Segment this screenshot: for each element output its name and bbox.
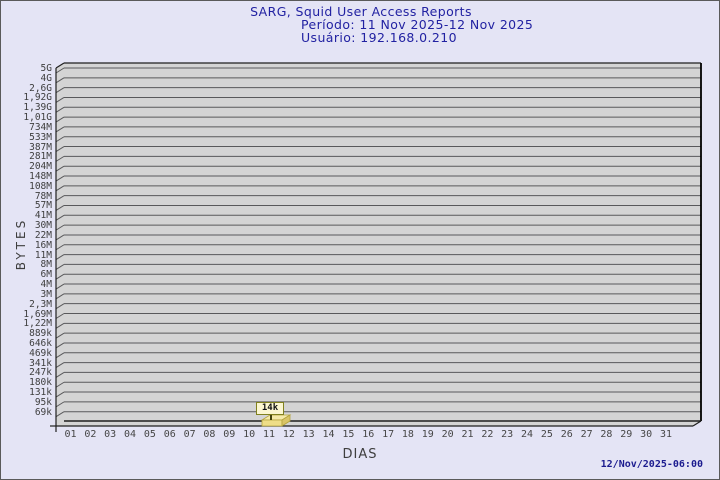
y-tick-label: 1,01G [23, 112, 52, 124]
x-tick-label: 02 [84, 429, 97, 440]
y-tick-label: 1,22M [23, 318, 52, 330]
y-tick-label: 341k [29, 357, 52, 369]
x-tick-label: 31 [659, 429, 673, 440]
x-tick-label: 04 [124, 429, 137, 440]
y-tick-label: 8M [40, 259, 52, 271]
y-tick-label: 204M [29, 161, 52, 173]
x-tick-label: 10 [243, 429, 256, 440]
y-tick-label: 95k [34, 396, 52, 408]
y-tick-label: 2,6G [29, 82, 52, 94]
data-point-flag-stem [270, 415, 272, 420]
chart-plot-area [64, 63, 701, 421]
x-tick-label: 25 [540, 429, 553, 440]
data-point-value: 14k [261, 403, 279, 413]
x-tick-label: 06 [163, 429, 176, 440]
page-title: SARG, Squid User Access Reports [250, 4, 472, 19]
x-tick-label: 21 [461, 429, 474, 440]
y-tick-label: 57M [34, 200, 52, 212]
x-tick-label: 08 [203, 429, 216, 440]
y-tick-label: 2,3M [29, 298, 52, 310]
x-axis-title: DIAS [342, 447, 378, 462]
y-tick-label: 16M [34, 239, 52, 251]
y-tick-label: 281M [29, 151, 52, 163]
x-tick-label: 14 [322, 429, 335, 440]
y-tick-label: 131k [29, 387, 52, 399]
x-tick-label: 15 [342, 429, 355, 440]
y-tick-label: 41M [34, 210, 52, 222]
y-tick-label: 533M [29, 131, 52, 143]
x-tick-label: 09 [223, 429, 236, 440]
x-tick-label: 12 [282, 429, 295, 440]
y-tick-label: 247k [29, 367, 52, 379]
y-tick-label: 889k [29, 328, 52, 340]
x-tick-label: 16 [362, 429, 375, 440]
y-tick-label: 1,39G [23, 102, 52, 114]
x-tick-label: 07 [183, 429, 196, 440]
x-tick-label: 28 [600, 429, 613, 440]
x-tick-label: 27 [580, 429, 593, 440]
x-tick-label: 18 [401, 429, 414, 440]
x-tick-label: 17 [382, 429, 395, 440]
y-tick-label: 3M [40, 288, 52, 300]
y-tick-label: 180k [29, 377, 52, 389]
x-tick-label: 05 [143, 429, 156, 440]
y-tick-label: 387M [29, 141, 52, 153]
x-tick-label: 03 [104, 429, 117, 440]
x-tick-label: 20 [441, 429, 454, 440]
generation-timestamp: 12/Nov/2025-06:00 [600, 459, 703, 470]
y-tick-label: 6M [40, 269, 52, 281]
report-period: Período: 11 Nov 2025-12 Nov 2025 [301, 17, 534, 32]
x-tick-label: 01 [64, 429, 77, 440]
y-tick-label: 646k [29, 337, 52, 349]
y-tick-label: 5G [40, 63, 52, 74]
y-tick-label: 108M [29, 180, 52, 192]
x-tick-label: 29 [620, 429, 633, 440]
y-tick-label: 30M [34, 220, 52, 232]
data-point-flag: 14k [256, 402, 284, 415]
x-tick-label: 19 [421, 429, 434, 440]
y-tick-label: 148M [29, 171, 52, 183]
x-tick-label: 30 [640, 429, 653, 440]
report-user: Usuário: 192.168.0.210 [301, 30, 457, 45]
x-tick-label: 26 [560, 429, 573, 440]
y-tick-label: 4G [40, 72, 52, 84]
y-tick-label: 22M [34, 229, 52, 241]
y-tick-label: 469k [29, 347, 52, 359]
x-tick-label: 24 [521, 429, 534, 440]
y-tick-label: 78M [34, 190, 52, 202]
x-tick-label: 13 [302, 429, 315, 440]
y-tick-label: 11M [34, 249, 52, 261]
y-tick-label: 4M [40, 279, 52, 291]
y-tick-label: 734M [29, 121, 52, 133]
x-tick-label: 23 [501, 429, 514, 440]
y-tick-label: 1,69M [23, 308, 52, 320]
y-tick-label: 69k [34, 406, 52, 418]
y-tick-label: 1,92G [23, 92, 52, 104]
x-tick-label: 11 [262, 429, 276, 440]
x-tick-label: 22 [481, 429, 494, 440]
